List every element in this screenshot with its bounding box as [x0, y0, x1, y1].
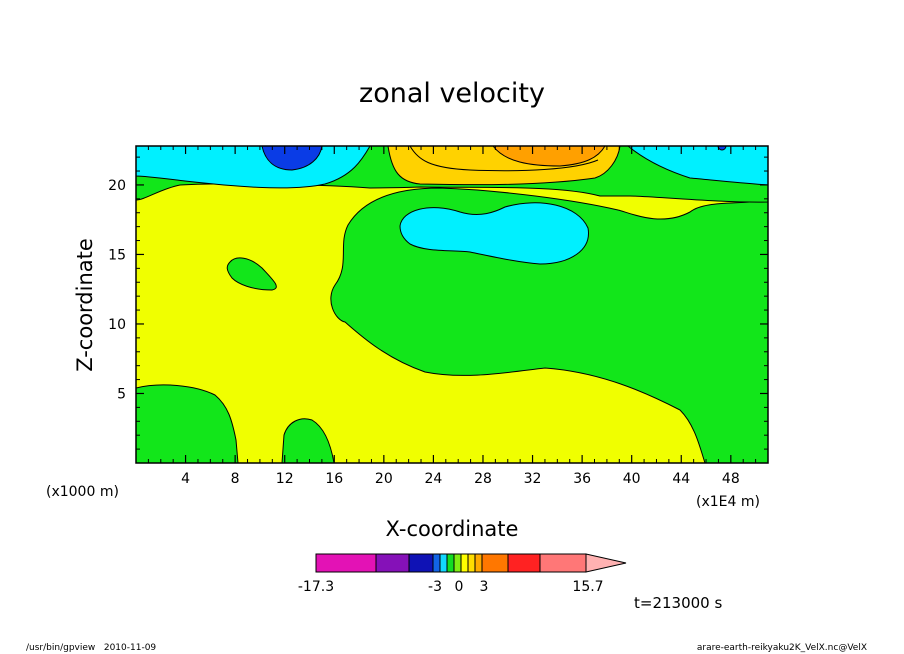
x-tick-label: 4: [181, 471, 190, 487]
colorbar-segment: [474, 553, 483, 573]
y-tick-label: 10: [108, 317, 126, 333]
colorbar-arrow: [585, 553, 627, 573]
footer-left: /usr/bin/gpview 2010-11-09: [26, 643, 156, 653]
plot-frame: [135, 145, 769, 464]
y-axis-ticks: 5 10 15 20: [108, 156, 768, 450]
y-unit-label: (x1000 m): [46, 484, 119, 500]
x-tick-label: 12: [276, 471, 294, 487]
colorbar-segment: [375, 553, 410, 573]
colorbar-segment: [408, 553, 434, 573]
region-weak-negative-upper: [136, 146, 768, 463]
y-tick-label: 15: [108, 247, 126, 263]
region-tiny-negative-spot: [717, 146, 727, 151]
y-tick-label: 20: [108, 178, 126, 194]
colorbar-segment: [539, 553, 587, 573]
colorbar-segment: [439, 553, 448, 573]
x-tick-label: 20: [375, 471, 393, 487]
region-strong-positive-core: [492, 146, 606, 167]
time-label: t=213000 s: [634, 594, 722, 612]
colorbar-label-pos3: 3: [480, 579, 489, 595]
x-tick-label: 44: [672, 471, 690, 487]
colorbar-segment: [507, 553, 541, 573]
colorbar-segment: [467, 553, 476, 573]
x-tick-label: 28: [474, 471, 492, 487]
x-unit-label: (x1E4 m): [696, 494, 760, 510]
x-tick-label: 36: [573, 471, 591, 487]
colorbar-labels: -17.3 -3 0 3 15.7: [298, 579, 604, 595]
colorbar: [315, 553, 627, 573]
x-axis-ticks: 4 8 12 16 20 24 28 32 36 40 44 48: [147, 146, 757, 487]
region-moderate-negative-middle: [399, 202, 589, 265]
x-axis-title: X-coordinate: [386, 517, 519, 541]
region-weak-negative-island-left: [226, 257, 277, 291]
footer-right: arare-earth-reikyaku2K_VelX.nc@VelX: [697, 643, 867, 653]
colorbar-segment: [453, 553, 462, 573]
colorbar-segment: [460, 553, 469, 573]
colorbar-segment: [446, 553, 455, 573]
region-moderate-negative-top-right: [627, 146, 768, 186]
x-tick-label: 16: [325, 471, 343, 487]
colorbar-segment: [432, 553, 441, 573]
colorbar-min-label: -17.3: [298, 579, 334, 595]
region-strong-negative-core: [261, 146, 323, 171]
colorbar-label-zero: 0: [455, 579, 464, 595]
plot-area: [136, 146, 768, 463]
x-tick-label: 24: [424, 471, 442, 487]
x-tick-label: 32: [524, 471, 542, 487]
region-strong-positive-inner: [409, 146, 599, 172]
x-tick-label: 48: [722, 471, 740, 487]
y-axis-title: Z-coordinate: [73, 238, 97, 372]
region-weak-negative-lower-left: [136, 384, 239, 463]
x-tick-label: 8: [231, 471, 240, 487]
colorbar-segment: [315, 553, 377, 573]
colorbar-label-neg3: -3: [428, 579, 442, 595]
x-tick-label: 40: [623, 471, 641, 487]
colorbar-segment: [481, 553, 509, 573]
chart-title: zonal velocity: [359, 78, 545, 109]
region-weak-negative-lower-center: [281, 418, 335, 463]
colorbar-max-label: 15.7: [572, 579, 603, 595]
y-tick-label: 5: [117, 386, 126, 402]
